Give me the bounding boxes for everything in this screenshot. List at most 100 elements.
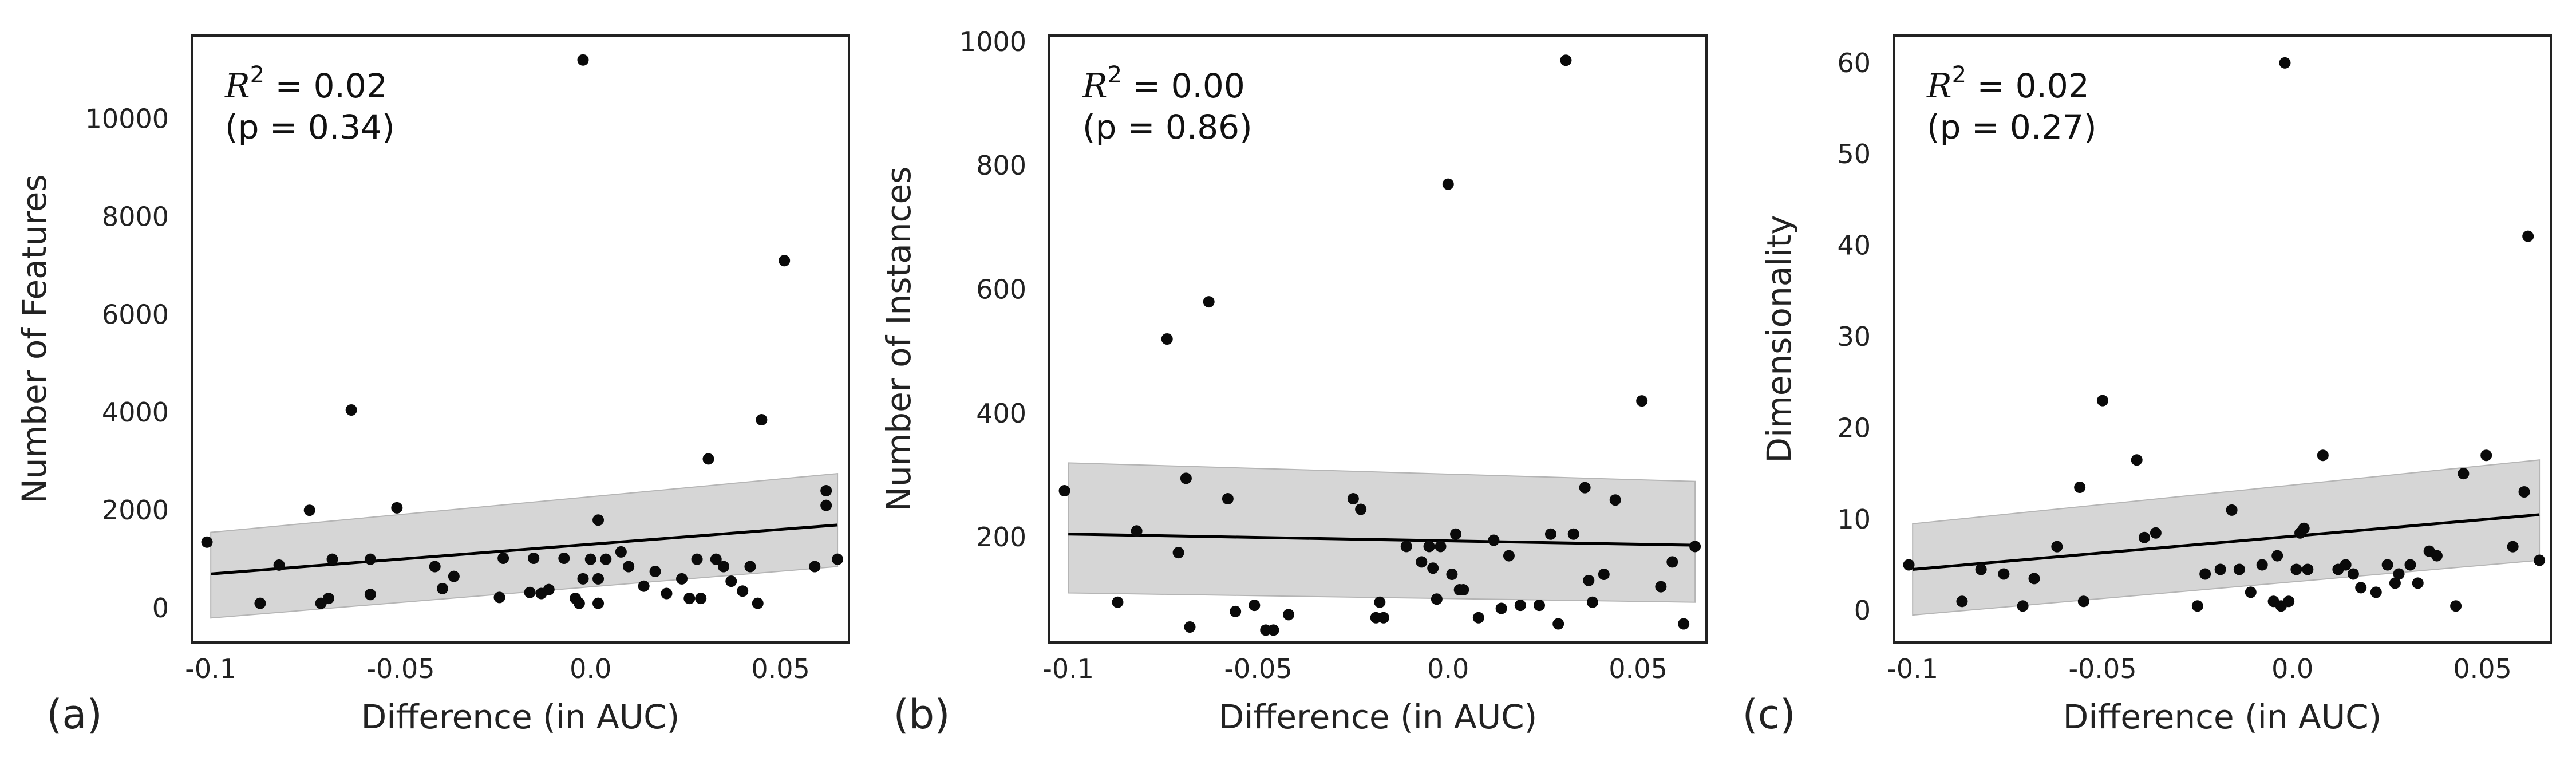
plot-frame — [1893, 34, 2552, 644]
data-point — [1131, 525, 1143, 537]
data-point — [1567, 528, 1579, 540]
y-tick-label: 600 — [976, 274, 1026, 305]
data-point — [1283, 609, 1295, 621]
data-point — [820, 499, 832, 511]
data-point — [1249, 600, 1261, 612]
data-point — [744, 561, 756, 573]
data-point — [1172, 547, 1184, 559]
data-point — [1689, 541, 1701, 553]
data-point — [2226, 504, 2238, 516]
data-point — [573, 597, 585, 609]
data-point — [2298, 522, 2310, 534]
y-tick-label: 800 — [976, 150, 1026, 181]
data-point — [577, 573, 589, 585]
y-axis-label: Number of Features — [15, 174, 54, 503]
data-point — [528, 552, 540, 564]
data-point — [201, 536, 213, 548]
data-point — [1586, 596, 1598, 608]
data-point — [2317, 449, 2329, 462]
data-point — [2412, 577, 2424, 589]
data-point — [1457, 584, 1469, 596]
data-point — [2279, 57, 2291, 69]
data-point — [779, 255, 791, 267]
data-point — [1495, 602, 1507, 614]
y-tick-label: 0 — [152, 593, 169, 624]
regression-line — [210, 523, 838, 575]
data-point — [1423, 541, 1435, 553]
data-point — [2458, 468, 2470, 480]
data-point — [364, 589, 376, 601]
data-point — [1450, 528, 1462, 540]
data-point — [1377, 612, 1389, 624]
data-point — [2191, 600, 2203, 612]
data-point — [391, 502, 403, 514]
data-point — [623, 561, 635, 573]
data-point — [1058, 485, 1070, 496]
data-point — [2283, 595, 2295, 608]
data-point — [1355, 503, 1367, 515]
data-point — [2404, 559, 2416, 571]
data-point — [600, 553, 612, 565]
p-value-annotation: (p = 0.86) — [1082, 108, 1253, 147]
data-point — [1222, 493, 1234, 505]
x-tick-label: -0.1 — [1887, 653, 1938, 684]
data-point — [2393, 568, 2405, 580]
data-point — [676, 573, 688, 585]
data-point — [2077, 595, 2089, 608]
data-point — [820, 485, 832, 496]
data-point — [1560, 54, 1572, 66]
data-point — [1180, 472, 1192, 484]
data-point — [683, 593, 696, 605]
data-point — [1427, 562, 1439, 574]
data-point — [2450, 600, 2462, 612]
data-point — [2340, 559, 2352, 571]
r-squared-annotation: R2 = 0.02 — [1926, 62, 2089, 105]
x-tick-label: 0.05 — [2453, 653, 2511, 684]
chart-panel-3: -0.1 -0.05 0.0 0.05 0 10 20 30 40 50 60 Difference … — [1742, 34, 2552, 738]
r-squared-annotation: R2 = 0.02 — [224, 62, 388, 105]
data-point — [1472, 612, 1484, 624]
data-point — [1903, 559, 1915, 571]
y-tick-label: 1000 — [959, 26, 1026, 57]
data-point — [1488, 534, 1500, 546]
x-tick-label: 0.0 — [2271, 653, 2313, 684]
data-point — [756, 414, 768, 426]
data-point — [1503, 550, 1515, 562]
y-tick-label: 10 — [1837, 504, 1871, 535]
data-point — [1267, 624, 1279, 636]
data-point — [1431, 593, 1443, 605]
panel-label: (c) — [1742, 691, 1795, 738]
data-point — [1203, 296, 1215, 308]
data-point — [725, 575, 737, 587]
r-squared-annotation: R2 = 0.00 — [1082, 62, 1245, 105]
data-point — [2355, 582, 2367, 594]
data-point — [2518, 486, 2530, 498]
data-point — [2199, 568, 2211, 580]
data-point — [1655, 581, 1667, 593]
data-point — [322, 593, 334, 605]
data-point — [273, 559, 285, 571]
data-point — [1666, 556, 1678, 568]
data-point — [584, 553, 596, 565]
y-axis-label: Number of Instances — [879, 167, 918, 512]
data-point — [1636, 395, 1648, 407]
x-tick-label: 0.05 — [751, 653, 809, 684]
data-point — [543, 583, 555, 595]
data-point — [1347, 493, 1359, 505]
data-point — [558, 552, 570, 564]
data-point — [2302, 563, 2314, 575]
x-tick-label: -0.05 — [1224, 653, 1292, 684]
p-value-annotation: (p = 0.27) — [1927, 108, 2097, 147]
x-axis-label: Difference (in AUC) — [361, 697, 680, 736]
y-tick-label: 50 — [1837, 139, 1871, 169]
y-tick-label: 60 — [1837, 48, 1871, 78]
plot-frame — [191, 34, 850, 644]
data-point — [345, 404, 357, 416]
x-axis-label: Difference (in AUC) — [1219, 697, 1538, 736]
y-tick-label: 10000 — [85, 103, 169, 134]
data-point — [752, 597, 764, 609]
data-point — [710, 553, 722, 565]
data-point — [2150, 527, 2162, 539]
data-point — [2507, 541, 2519, 553]
